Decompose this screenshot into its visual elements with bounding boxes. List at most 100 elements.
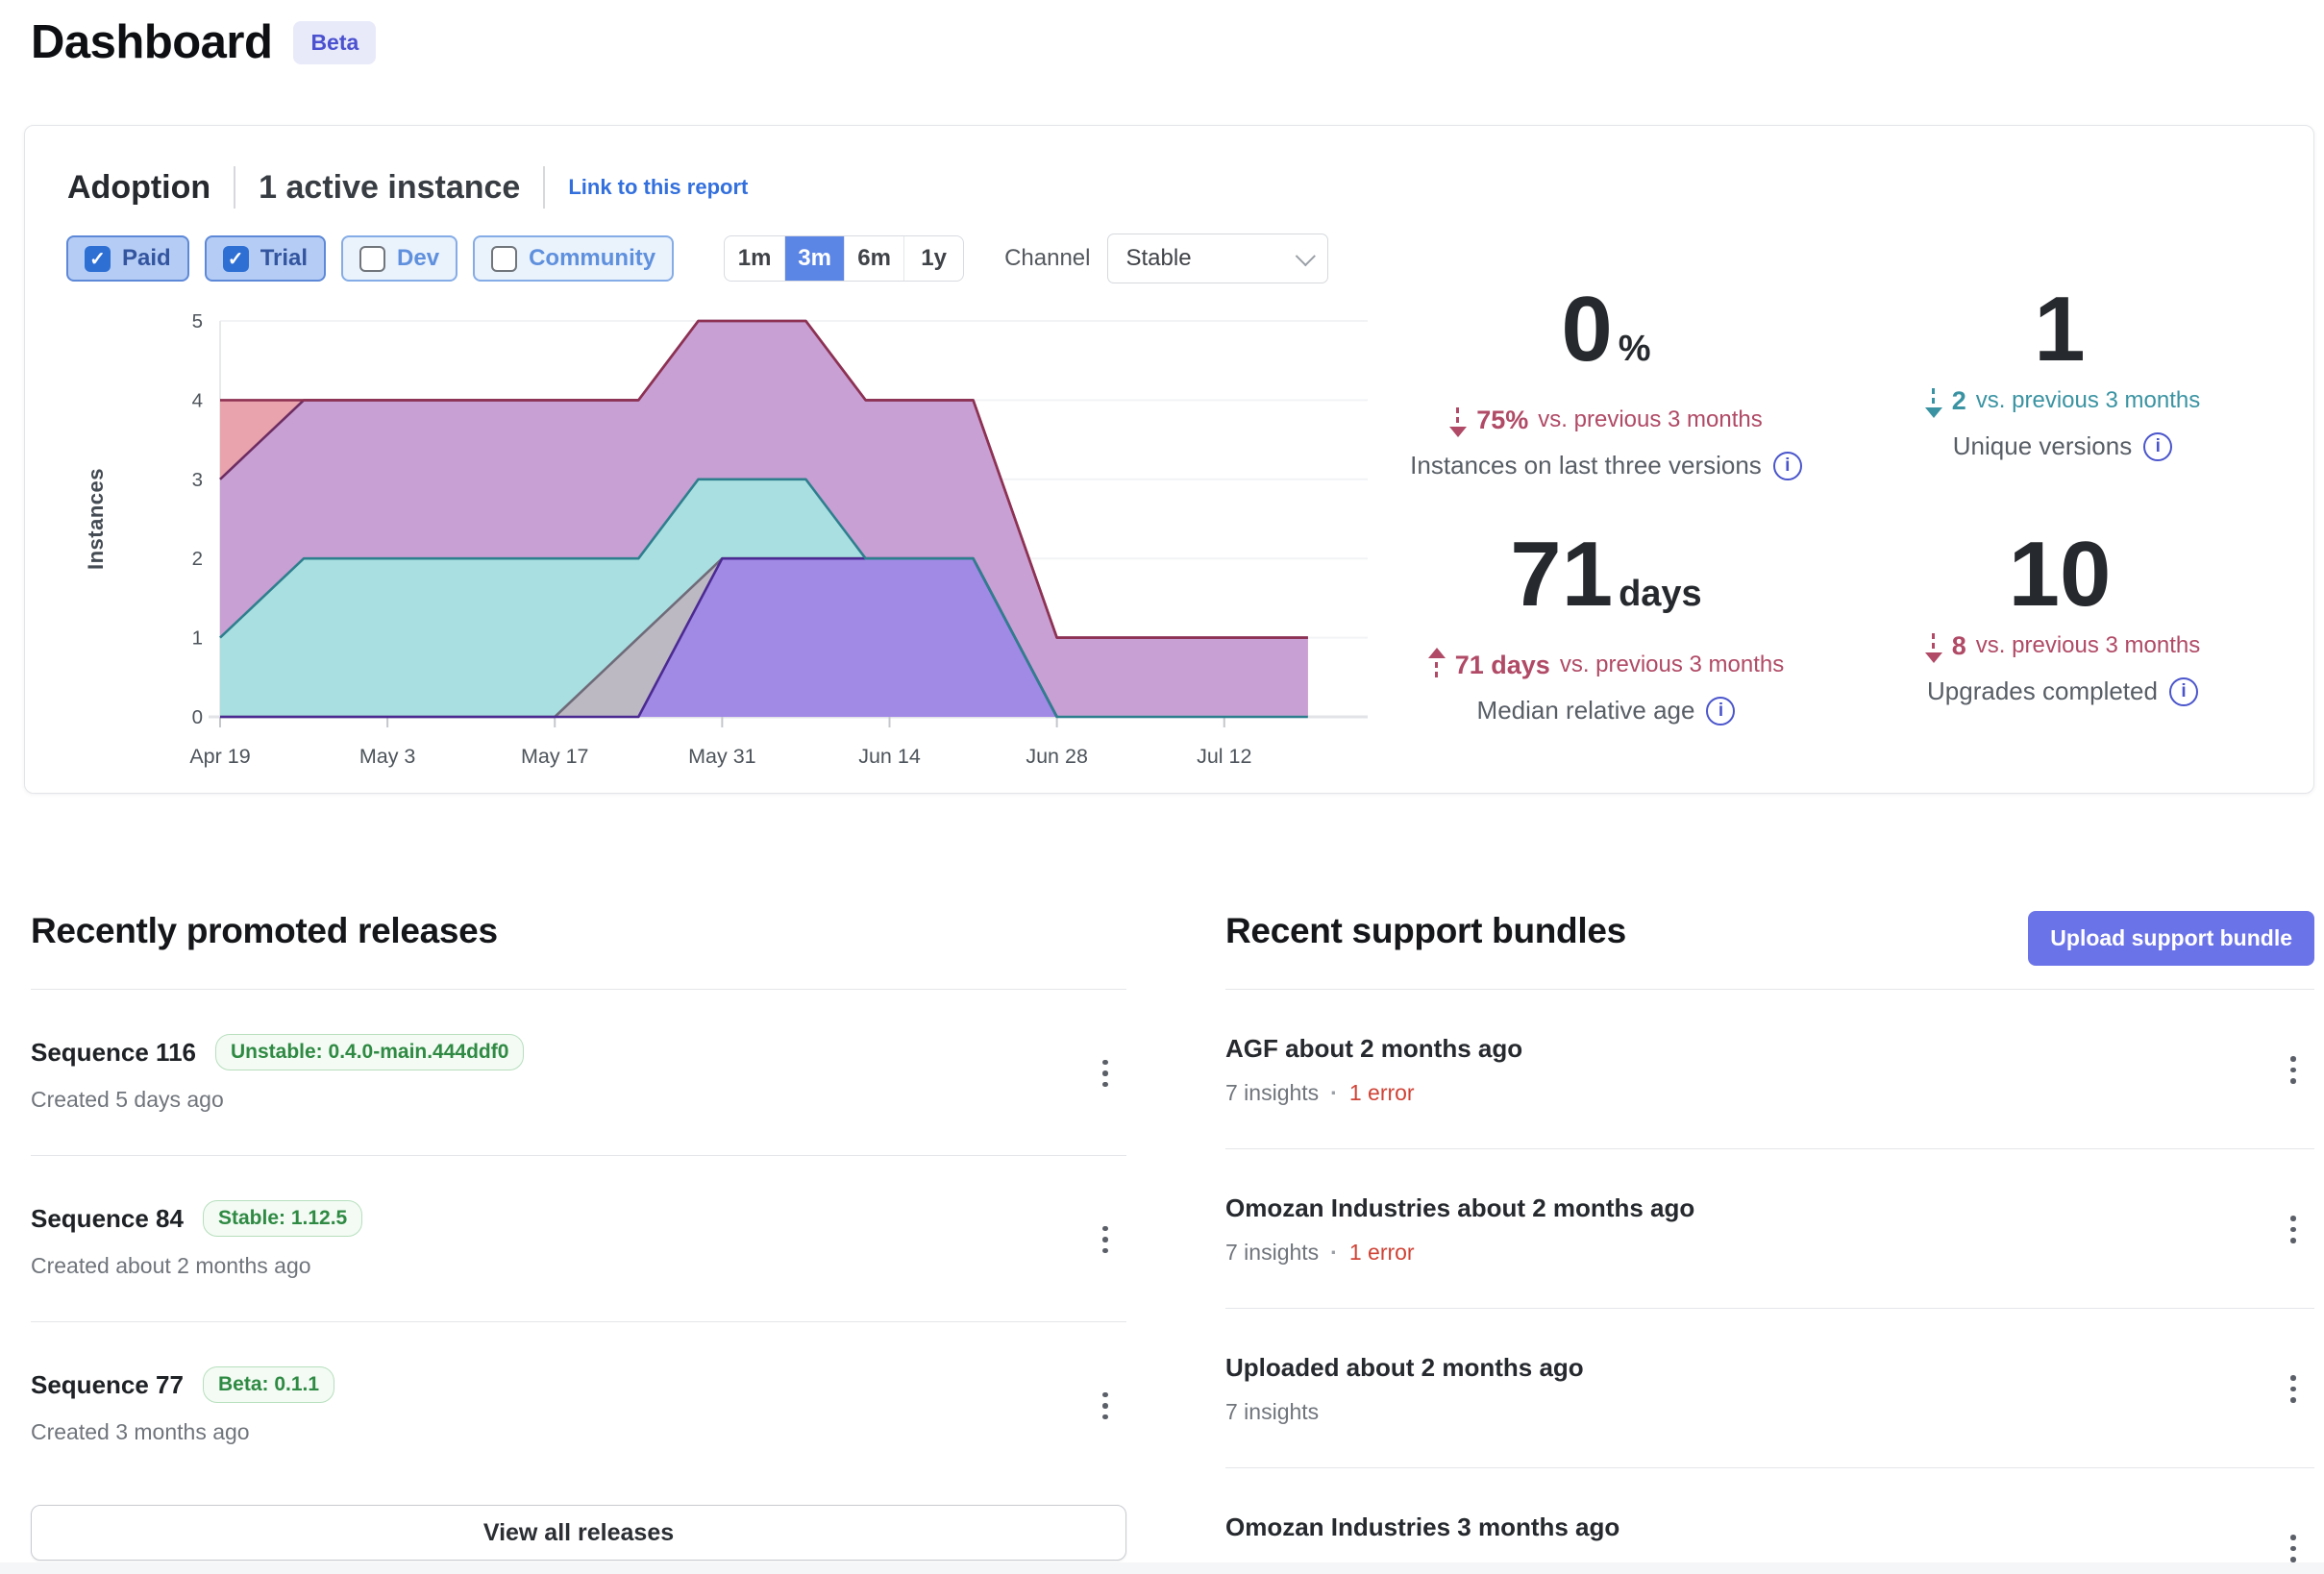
stat-upgrades-completed: 10 8 vs. previous 3 months Upgrades comp… <box>1784 525 2324 706</box>
bundle-error-count: 1 error <box>1348 1240 1415 1265</box>
checkbox-checked-icon[interactable]: ✓ <box>222 245 249 272</box>
bundle-item[interactable]: AGF about 2 months ago 7 insights · 1 er… <box>1225 990 2314 1149</box>
channel-select[interactable]: Stable <box>1107 234 1329 283</box>
svg-text:Instances: Instances <box>84 468 108 570</box>
stat-caption-text: Unique versions <box>1952 431 2133 460</box>
filter-chip-paid[interactable]: ✓ Paid <box>66 235 189 282</box>
kebab-menu-button[interactable] <box>1084 1048 1126 1098</box>
checkbox-unchecked-icon[interactable] <box>491 245 518 272</box>
arrow-down-icon <box>1924 385 1942 418</box>
stat-caption-text: Upgrades completed <box>1927 676 2158 705</box>
stat-number-text: 0 <box>1561 278 1613 381</box>
svg-text:Jun 28: Jun 28 <box>1026 745 1088 768</box>
stat-caption: Instances on last three versions i <box>1327 451 1885 480</box>
bundle-item[interactable]: Omozan Industries 3 months ago 7 insight… <box>1225 1468 2314 1574</box>
kebab-menu-button[interactable] <box>2272 1205 2314 1255</box>
range-button-1m[interactable]: 1m <box>737 245 772 271</box>
filter-label: Trial <box>260 245 309 271</box>
bundles-list: AGF about 2 months ago 7 insights · 1 er… <box>1225 989 2314 1574</box>
stat-delta: 8 vs. previous 3 months <box>1784 628 2324 663</box>
info-icon[interactable]: i <box>1706 696 1736 726</box>
stat-delta: 75% vs. previous 3 months <box>1327 403 1885 437</box>
filter-chip-trial[interactable]: ✓ Trial <box>204 235 327 282</box>
page-title: Dashboard <box>31 16 273 68</box>
stat-suffix: days <box>1619 574 1702 614</box>
delta-value: 75% <box>1476 405 1529 434</box>
page-bottom-edge <box>0 1562 2324 1574</box>
filter-label: Community <box>529 245 656 271</box>
arrow-down-icon <box>1449 405 1468 437</box>
stat-value: 71 days <box>1327 525 1885 644</box>
release-created: Created about 2 months ago <box>31 1253 311 1278</box>
adoption-filter-row: ✓ Paid ✓ Trial Dev Community 1m 3m 6m 1y <box>66 234 1329 283</box>
kebab-menu-button[interactable] <box>1084 1381 1126 1431</box>
release-item: Sequence 77 Beta: 0.1.1 Created 3 months… <box>31 1322 1126 1488</box>
svg-text:1: 1 <box>192 627 203 650</box>
info-icon[interactable]: i <box>2168 676 2198 706</box>
info-icon[interactable]: i <box>1772 451 1802 480</box>
upload-support-bundle-button[interactable]: Upload support bundle <box>2028 911 2314 966</box>
release-item: Sequence 116 Unstable: 0.4.0-main.444ddf… <box>31 990 1126 1156</box>
bundle-error-count: 1 error <box>1348 1080 1415 1105</box>
bundle-insights: 7 insights <box>1225 1240 1320 1265</box>
delta-caption: vs. previous 3 months <box>1975 387 2201 413</box>
page-header: Dashboard Beta <box>31 15 377 69</box>
stat-number-text: 71 <box>1510 523 1614 626</box>
range-button-6m[interactable]: 6m <box>844 236 903 281</box>
bundles-header: Recent support bundles Upload support bu… <box>1225 911 2314 989</box>
stat-value: 0 % <box>1327 280 1885 399</box>
arrow-down-icon <box>1924 630 1942 663</box>
bundle-item[interactable]: Uploaded about 2 months ago 7 insights <box>1225 1309 2314 1468</box>
svg-text:Apr 19: Apr 19 <box>189 745 250 768</box>
chevron-down-icon <box>1296 245 1317 266</box>
stat-number-text: 10 <box>2008 523 2112 626</box>
checkbox-checked-icon[interactable]: ✓ <box>85 245 111 272</box>
filter-chip-community[interactable]: Community <box>473 235 675 282</box>
arrow-up-icon <box>1427 648 1446 680</box>
stat-instances-last-three-versions: 0 % 75% vs. previous 3 months Instances … <box>1327 280 1885 480</box>
svg-text:May 3: May 3 <box>359 745 416 768</box>
time-range-selector: 1m 3m 6m 1y <box>724 235 965 282</box>
bundle-insights: 7 insights <box>1225 1399 1320 1424</box>
bundle-title[interactable]: Omozan Industries about 2 months ago <box>1225 1193 1695 1222</box>
svg-text:0: 0 <box>192 706 203 728</box>
kebab-menu-button[interactable] <box>2272 1524 2314 1574</box>
stat-delta: 2 vs. previous 3 months <box>1784 383 2324 418</box>
stat-caption: Median relative age i <box>1327 696 1885 726</box>
range-button-1y[interactable]: 1y <box>903 236 963 281</box>
bundle-title[interactable]: AGF about 2 months ago <box>1225 1034 1523 1063</box>
bundle-item[interactable]: Omozan Industries about 2 months ago 7 i… <box>1225 1149 2314 1309</box>
delta-value: 71 days <box>1454 650 1550 679</box>
filter-chip-dev[interactable]: Dev <box>341 235 458 282</box>
svg-text:3: 3 <box>192 469 203 491</box>
link-to-report[interactable]: Link to this report <box>568 175 749 199</box>
delta-caption: vs. previous 3 months <box>1538 406 1763 432</box>
adoption-title: Adoption <box>67 168 211 206</box>
view-all-releases-button[interactable]: View all releases <box>31 1505 1126 1561</box>
delta-caption: vs. previous 3 months <box>1975 632 2201 658</box>
adoption-area-chart[interactable]: Apr 19 May 3 May 17 May 31 Jun 14 Jun 28 Jul 1… <box>68 287 1414 797</box>
release-created: Created 5 days ago <box>31 1087 224 1112</box>
meta-separator: · <box>1330 1240 1338 1265</box>
stat-unique-versions: 1 2 vs. previous 3 months Unique version… <box>1784 280 2324 461</box>
range-button-3m[interactable]: 3m <box>784 236 845 281</box>
kebab-menu-button[interactable] <box>1084 1215 1126 1265</box>
release-title: Sequence 84 <box>31 1203 184 1233</box>
info-icon[interactable]: i <box>2143 431 2173 461</box>
support-bundles-section: Recent support bundles Upload support bu… <box>1225 911 2314 1574</box>
divider <box>234 166 236 209</box>
release-version-badge: Beta: 0.1.1 <box>202 1366 335 1403</box>
svg-text:Jul 12: Jul 12 <box>1197 745 1251 768</box>
svg-text:Jun 14: Jun 14 <box>858 745 921 768</box>
releases-header: Recently promoted releases <box>31 911 1126 989</box>
kebab-menu-button[interactable] <box>2272 1045 2314 1095</box>
filter-label: Dev <box>397 245 440 271</box>
bundle-title[interactable]: Uploaded about 2 months ago <box>1225 1353 1584 1382</box>
svg-text:5: 5 <box>192 310 203 332</box>
bundle-title[interactable]: Omozan Industries 3 months ago <box>1225 1513 1620 1541</box>
checkbox-unchecked-icon[interactable] <box>359 245 386 272</box>
filter-label: Paid <box>122 245 171 271</box>
kebab-menu-button[interactable] <box>2272 1365 2314 1414</box>
releases-heading: Recently promoted releases <box>31 911 498 950</box>
release-item: Sequence 84 Stable: 1.12.5 Created about… <box>31 1156 1126 1322</box>
